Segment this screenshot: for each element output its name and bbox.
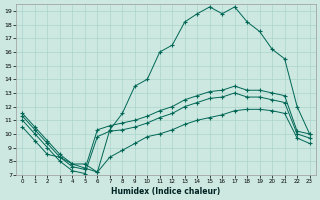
X-axis label: Humidex (Indice chaleur): Humidex (Indice chaleur)	[111, 187, 221, 196]
